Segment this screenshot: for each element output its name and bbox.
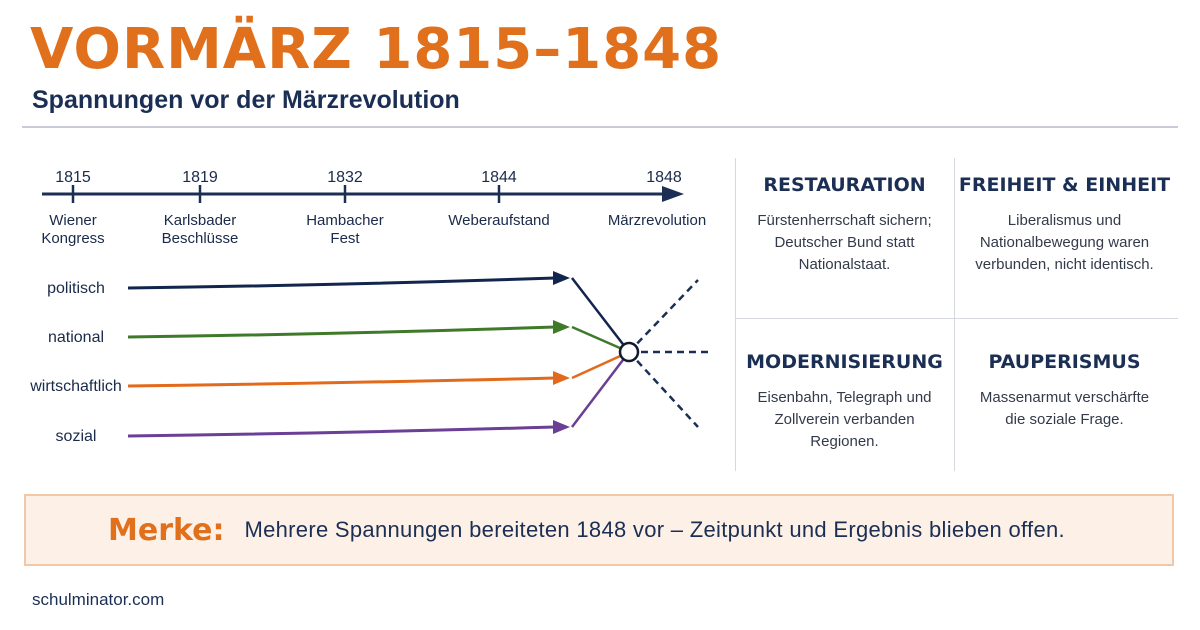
strand-converge-line (571, 350, 630, 380)
theme-card-pauperismus: PAUPERISMUS Massenarmut verschärfte die s… (955, 351, 1174, 431)
theme-card-text: Liberalismus und Nationalbewegung waren ve… (975, 212, 1154, 273)
strand-line (127, 325, 556, 339)
theme-grid: RESTAURATION Fürstenherrschaft sichern; D… (735, 158, 1178, 471)
grid-divider-vertical (954, 158, 955, 471)
theme-card-modernisierung: MODERNISIERUNG Eisenbahn, Telegraph und Z… (735, 351, 954, 453)
theme-card-restauration: RESTAURATION Fürstenherrschaft sichern; D… (735, 174, 954, 276)
strand-line (127, 425, 556, 438)
timeline-year-label: 1844 (481, 169, 517, 186)
strand-label: politisch (47, 280, 105, 297)
header-divider (22, 126, 1178, 128)
theme-card-title: PAUPERISMUS (988, 351, 1141, 373)
timeline-event-label: Fest (330, 230, 360, 247)
theme-card-title: RESTAURATION (763, 174, 926, 196)
timeline-year-label: 1848 (646, 169, 682, 186)
theme-card-title: MODERNISIERUNG (746, 351, 943, 373)
timeline-year-label: 1832 (327, 169, 363, 186)
strand-label: sozial (56, 428, 97, 445)
timeline-event-label: Märzrevolution (608, 212, 706, 229)
open-outcome-line (628, 279, 699, 353)
strand-converge-line (571, 277, 630, 353)
merke-label: Merke: (108, 512, 225, 548)
strand-arrow-head (553, 271, 570, 285)
theme-card-text: Eisenbahn, Telegraph und Zollverein verba… (757, 389, 932, 450)
strand-label: wirtschaftlich (29, 378, 122, 395)
theme-card-text: Fürstenherrschaft sichern; Deutscher Bund… (757, 212, 932, 273)
grid-divider-horizontal (735, 318, 1178, 319)
convergence-node (618, 341, 640, 363)
timeline-event-label: Karlsbader (164, 212, 237, 229)
timeline-event-label: Kongress (41, 230, 104, 247)
timeline-year-label: 1815 (55, 169, 91, 186)
strand-line (127, 376, 556, 388)
strand-label: national (48, 329, 104, 346)
strand-line (127, 276, 556, 290)
tension-strands: politisch national wirtschaftlich sozial (29, 271, 708, 445)
merke-text: Mehrere Spannungen bereiteten 1848 vor –… (244, 517, 1065, 542)
theme-card-text: Massenarmut verschärfte die soziale Frage… (979, 389, 1150, 428)
strand-arrow-head (553, 371, 570, 385)
theme-card-title: FREIHEIT & EINHEIT (958, 174, 1171, 196)
merke-box: Merke: Mehrere Spannungen bereiteten 184… (24, 494, 1174, 566)
page-title: VORMÄRZ 1815–1848 (30, 17, 723, 82)
timeline-event-label: Hambacher (306, 212, 384, 229)
timeline-event-label: Wiener (49, 212, 97, 229)
grid-divider-left (735, 158, 736, 471)
strand-arrow-head (553, 420, 570, 434)
footer-site-link[interactable]: schulminator.com (32, 590, 165, 609)
timeline-event-label: Beschlüsse (162, 230, 239, 247)
strand-converge-line (571, 351, 630, 428)
strand-arrow-head (553, 320, 570, 334)
strand-converge-line (571, 325, 630, 354)
open-outcome-line (628, 351, 699, 428)
theme-card-freiheit-einheit: FREIHEIT & EINHEIT Liberalismus und Natio… (955, 174, 1174, 276)
timeline-event-label: Weberaufstand (448, 212, 549, 229)
timeline-arrow-head (662, 186, 684, 202)
page-subtitle: Spannungen vor der Märzrevolution (32, 86, 460, 114)
timeline-year-label: 1819 (182, 169, 218, 186)
